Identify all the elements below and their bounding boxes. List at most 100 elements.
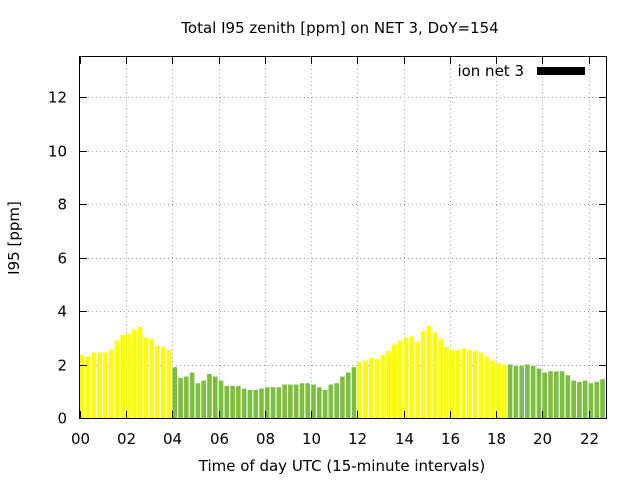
bar xyxy=(432,332,438,418)
x-tick-label: 12 xyxy=(348,430,367,448)
bar xyxy=(247,389,253,418)
bar xyxy=(478,352,484,418)
bar xyxy=(571,380,576,418)
bar xyxy=(103,352,108,418)
bar xyxy=(212,376,218,418)
x-tick-label: 22 xyxy=(580,430,599,448)
bar xyxy=(374,359,380,418)
bar xyxy=(363,360,368,418)
axis-ticks xyxy=(80,57,606,419)
bar xyxy=(340,376,345,418)
bar xyxy=(276,387,282,418)
bar xyxy=(218,380,224,418)
bar xyxy=(316,387,322,418)
bar xyxy=(345,372,351,418)
x-tick-label: 08 xyxy=(256,430,275,448)
y-tick-label: 2 xyxy=(57,357,67,375)
bar xyxy=(565,375,571,418)
bar xyxy=(444,347,449,418)
bar xyxy=(386,351,391,418)
legend: ion net 3 xyxy=(457,62,585,80)
bars xyxy=(80,325,605,418)
x-tick-label: 04 xyxy=(163,430,182,448)
bar xyxy=(236,385,241,418)
bar xyxy=(357,361,363,418)
bar xyxy=(530,365,536,418)
bar xyxy=(501,364,507,418)
bar xyxy=(380,355,386,418)
bar xyxy=(322,389,328,418)
bar xyxy=(184,376,189,418)
bar xyxy=(126,333,131,418)
bar xyxy=(230,385,235,418)
bar xyxy=(490,360,496,418)
bar xyxy=(80,355,85,418)
bar xyxy=(582,380,588,418)
bar xyxy=(438,339,443,418)
bar xyxy=(507,364,513,418)
y-tick-labels: 0 2 4 6 8 10 12 xyxy=(48,89,67,428)
bar xyxy=(178,377,183,418)
bar xyxy=(224,385,230,418)
bar xyxy=(415,341,420,418)
bar xyxy=(288,384,293,418)
bar xyxy=(473,351,478,418)
y-tick-label: 12 xyxy=(48,89,67,107)
bar xyxy=(484,356,490,418)
y-tick-label: 4 xyxy=(57,303,67,321)
x-tick-labels: 00 02 04 06 08 10 12 14 16 18 20 22 xyxy=(71,430,599,448)
bar xyxy=(143,337,149,418)
x-tick-label: 16 xyxy=(441,430,460,448)
x-tick-label: 02 xyxy=(117,430,136,448)
bar xyxy=(195,383,201,418)
plot-frame xyxy=(79,56,607,419)
y-tick-label: 6 xyxy=(57,250,67,268)
bar xyxy=(120,335,126,418)
bar xyxy=(189,372,195,418)
bar xyxy=(155,345,160,418)
bar xyxy=(91,352,97,418)
bar xyxy=(553,371,559,418)
bar xyxy=(270,387,276,418)
bar xyxy=(548,371,553,418)
grid xyxy=(80,57,606,418)
x-tick-label: 00 xyxy=(71,430,90,448)
bar xyxy=(496,363,501,418)
bar xyxy=(588,383,594,418)
x-axis-label: Time of day UTC (15-minute intervals) xyxy=(198,457,485,475)
bar xyxy=(160,347,166,418)
bar xyxy=(166,349,172,418)
bar xyxy=(461,348,467,418)
y-tick-label: 8 xyxy=(57,196,67,214)
legend-swatch xyxy=(537,67,585,75)
bar xyxy=(299,383,305,418)
bar xyxy=(467,349,472,418)
chart-title: Total I95 zenith [ppm] on NET 3, DoY=154 xyxy=(180,19,498,37)
x-tick-label: 20 xyxy=(533,430,552,448)
bar xyxy=(421,331,426,418)
bar xyxy=(600,379,605,418)
bar xyxy=(305,383,311,418)
bar xyxy=(328,384,334,418)
bar xyxy=(351,367,357,418)
y-tick-label: 10 xyxy=(48,143,67,161)
bar xyxy=(577,381,582,418)
y-axis-label: I95 [ppm] xyxy=(5,201,23,275)
bar xyxy=(201,380,207,418)
bar xyxy=(449,349,455,418)
x-tick-label: 14 xyxy=(395,430,414,448)
bar xyxy=(85,356,91,418)
bar xyxy=(594,381,600,418)
bar xyxy=(253,389,259,418)
bar xyxy=(241,388,247,418)
bar xyxy=(536,368,542,418)
bar xyxy=(137,327,143,418)
bar xyxy=(397,340,403,418)
legend-label: ion net 3 xyxy=(457,62,524,80)
bar xyxy=(409,336,415,418)
bar xyxy=(172,367,178,418)
bar xyxy=(293,384,299,418)
bar xyxy=(426,325,432,418)
bar xyxy=(559,371,565,418)
